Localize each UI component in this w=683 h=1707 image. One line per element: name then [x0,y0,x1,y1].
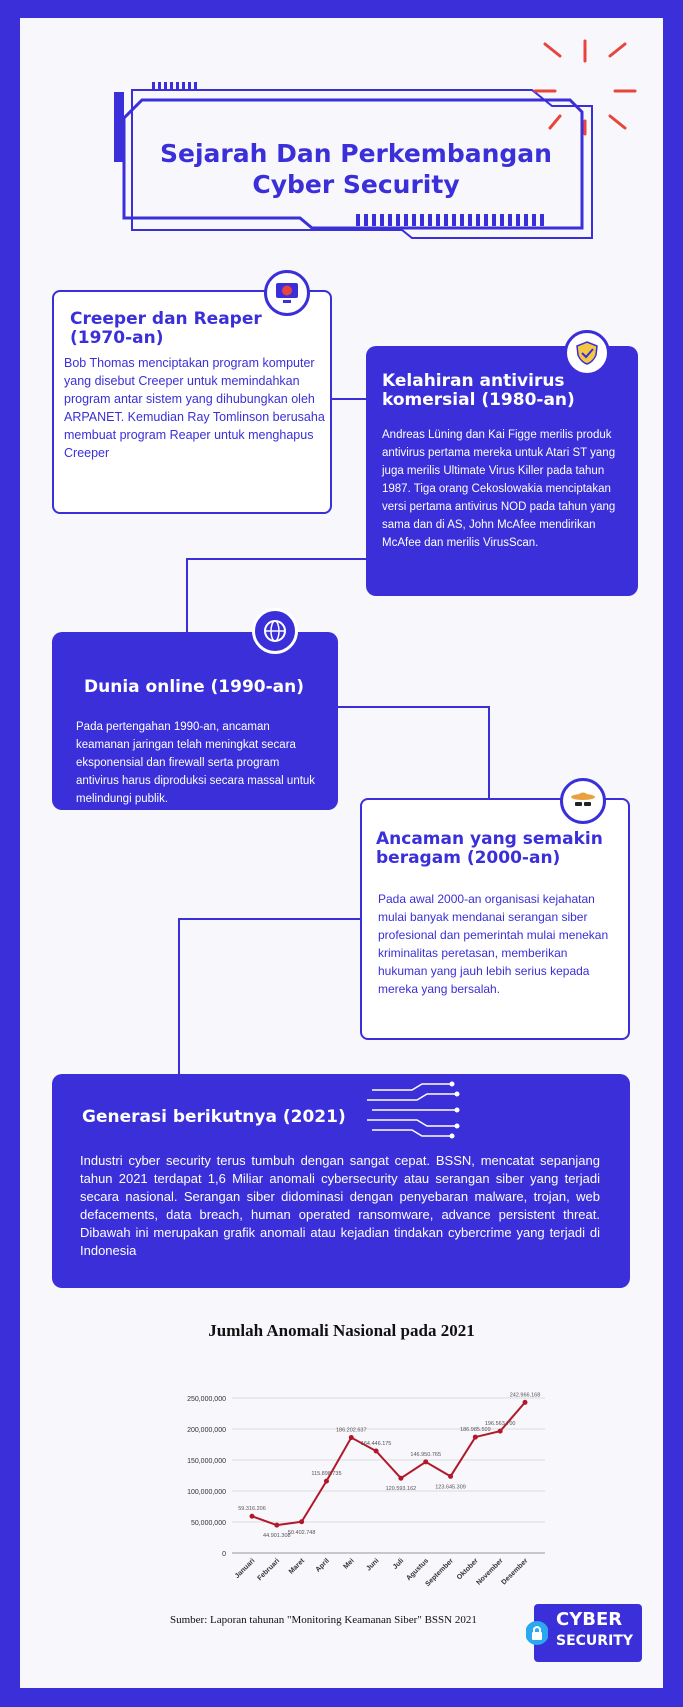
data-point [423,1459,429,1465]
data-point [497,1428,503,1434]
card-title: Creeper dan Reaper (1970-an) [70,309,262,348]
x-tick-label: Juni [365,1557,380,1572]
series-line [251,1401,526,1527]
card-title: Ancaman yang semakin beragam (2000-an) [376,829,603,868]
badge-line1: CYBER [556,1609,623,1630]
x-tick-label: April [315,1557,331,1573]
data-label: 44.901.308 [263,1533,291,1539]
connector-line [488,706,490,816]
x-tick-label: Oktober [456,1557,480,1581]
data-label: 242.966.168 [510,1392,541,1398]
burst-icon [533,39,637,136]
lock-icon [526,1621,548,1645]
y-tick-label: 250,000,000 [187,1396,226,1403]
data-label: 196.563.700 [485,1421,516,1427]
x-tick-label: Agustus [405,1557,430,1582]
data-label: 164.446.175 [361,1441,392,1447]
card-2021: Generasi berikutnya (2021) Industri cybe… [52,1074,630,1288]
x-tick-label: Januari [234,1557,257,1580]
data-label: 115.898.735 [311,1471,341,1477]
chart-source: Sumber: Laporan tahunan "Monitoring Keam… [170,1614,477,1626]
x-tick-label: Februari [256,1557,281,1582]
card-1980s: Kelahiran antivirus komersial (1980-an) … [366,346,638,596]
card-text: Bob Thomas menciptakan program komputer … [64,356,325,460]
data-point [472,1434,478,1440]
card-title: Generasi berikutnya (2021) [82,1107,346,1127]
x-tick-label: Juli [392,1557,406,1571]
card-text: Pada awal 2000-an organisasi kejahatan m… [378,892,609,996]
x-tick-label: Desember [501,1557,530,1586]
data-point [299,1519,305,1525]
data-point [274,1522,280,1528]
globe-cursor-icon [252,608,298,654]
badge-line2: SECURITY [556,1633,633,1649]
title-frame-border [114,82,593,239]
data-point [348,1435,354,1441]
y-tick-label: 100,000,000 [187,1489,226,1496]
data-label: 123.645.309 [435,1484,466,1490]
x-tick-label: Mei [342,1557,355,1570]
y-tick-label: 150,000,000 [187,1458,226,1465]
data-point [373,1448,379,1454]
virus-monitor-icon [264,270,310,316]
shield-icon [564,330,610,376]
card-text: Pada pertengahan 1990-an, ancaman keaman… [76,721,316,805]
page-title: Sejarah Dan Perkembangan Cyber Security [112,138,600,200]
chart-title: Jumlah Anomali Nasional pada 2021 [208,1321,475,1340]
title-frame: Sejarah Dan Perkembangan Cyber Security [112,78,600,243]
x-tick-label: Maret [288,1557,307,1576]
y-tick-label: 0 [222,1551,226,1558]
data-point [448,1473,454,1479]
data-label: 186.985.509 [460,1427,491,1433]
card-text: Andreas Lüning dan Kai Figge merilis pro… [382,429,616,549]
infographic-page: Sejarah Dan Perkembangan Cyber Security … [20,18,663,1688]
cyber-security-badge: CYBER SECURITY [526,1604,642,1662]
data-label: 120.593.162 [386,1486,417,1492]
data-label: 50.402.748 [288,1530,316,1536]
data-point [398,1475,404,1481]
hacker-icon [560,778,606,824]
card-1970s: Creeper dan Reaper (1970-an) Bob Thomas … [52,290,332,514]
card-text: Industri cyber security terus tumbuh den… [80,1153,600,1258]
card-2000s: Ancaman yang semakin beragam (2000-an) P… [360,798,630,1040]
card-title: Dunia online (1990-an) [84,677,305,697]
connector-line [186,558,188,633]
line-chart: 0 50,000,000 100,000,000 150,000,000 200,000… [187,1392,545,1588]
data-label: 146.950.765 [410,1452,441,1458]
data-point [522,1399,528,1405]
connector-line [178,918,360,920]
data-point [323,1478,329,1484]
connector-line [178,918,180,1093]
data-point [249,1513,255,1519]
card-title: Kelahiran antivirus komersial (1980-an) [382,371,575,410]
y-tick-label: 50,000,000 [191,1520,226,1527]
connector-line [338,706,488,708]
connector-line [186,558,388,560]
data-label: 186.202.637 [336,1428,367,1434]
page-title-line1: Sejarah Dan Perkembangan [160,139,552,168]
data-label: 59.316.206 [238,1506,266,1512]
connector-line [330,398,390,400]
card-1990s: Dunia online (1990-an) Pada pertengahan … [52,632,338,810]
y-tick-label: 200,000,000 [187,1427,226,1434]
circuit-icon [367,1081,460,1139]
page-title-line2: Cyber Security [252,170,460,199]
